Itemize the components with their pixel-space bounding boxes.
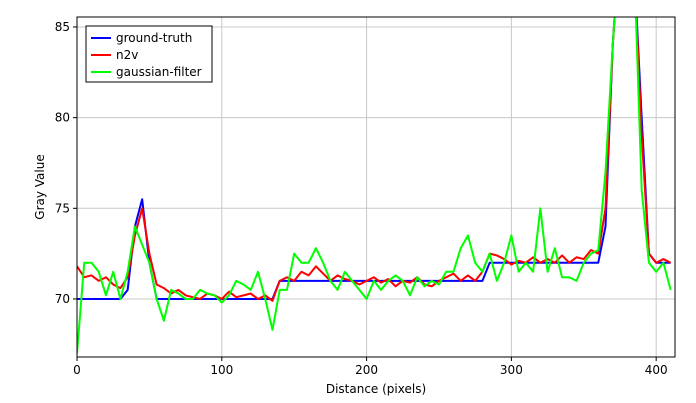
legend-label: ground-truth (116, 31, 192, 45)
y-tick-label: 85 (55, 20, 70, 34)
x-tick-label: 400 (645, 363, 668, 377)
x-tick-label: 100 (210, 363, 233, 377)
x-tick-label: 300 (500, 363, 523, 377)
plot-frame (76, 16, 676, 358)
legend-label: n2v (116, 48, 138, 62)
x-tick-label: 0 (73, 363, 81, 377)
y-axis-label: Gray Value (33, 154, 47, 219)
y-tick-label: 80 (55, 111, 70, 125)
y-tick-label: 70 (55, 292, 70, 306)
legend-label: gaussian-filter (116, 65, 202, 79)
x-tick-label: 200 (355, 363, 378, 377)
series-line (77, 17, 672, 354)
x-axis-label: Distance (pixels) (326, 382, 426, 396)
series-line (77, 17, 672, 302)
y-tick-label: 75 (55, 201, 70, 215)
